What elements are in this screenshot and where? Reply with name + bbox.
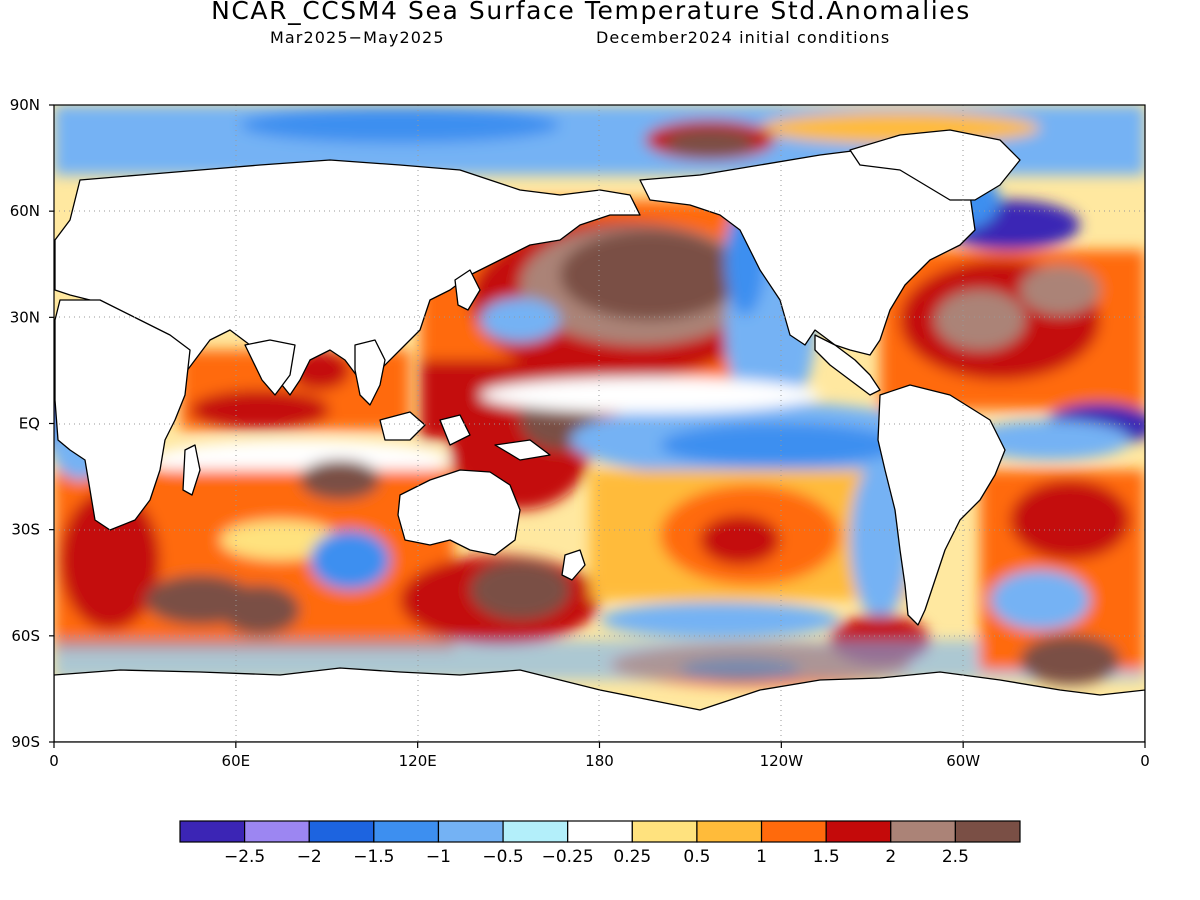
colorbar-swatch [890,820,956,843]
colorbar-label: 2 [885,847,896,867]
colorbar-label: −2.5 [224,847,265,867]
lat-tick-label: 90S [11,733,40,751]
map-title: NCAR_CCSM4 Sea Surface Temperature Std.A… [211,0,971,25]
colorbar-label: 2.5 [942,847,969,867]
colorbar-label: −1.5 [353,847,394,867]
colorbar-label: 0.25 [613,847,651,867]
lon-tick-label: 120W [760,752,804,770]
lon-tick-label: 0 [1140,752,1150,770]
lat-tick-label: 30N [10,308,40,326]
colorbar-swatch [825,820,892,843]
land-masses [54,129,1145,742]
lat-tick-label: EQ [19,415,40,433]
lat-tick-label: 30S [11,521,40,539]
colorbar [179,820,1021,843]
colorbar-swatch [954,820,1021,843]
lat-tick-label: 60N [10,202,40,220]
lon-tick-label: 0 [49,752,59,770]
colorbar-swatch [760,820,827,843]
forecast-period: Mar2025−May2025 [270,28,445,47]
lon-tick-label: 120E [399,752,437,770]
initial-conditions: December2024 initial conditions [596,28,891,47]
colorbar-swatch [308,820,375,843]
colorbar-swatch [631,820,698,843]
colorbar-label: −2 [297,847,322,867]
colorbar-labels: −2.5 −2 −1.5 −1 −0.5 −0.25 0.25 0.5 1 1.5 2 2.5 [224,847,969,867]
colorbar-label: −0.5 [482,847,523,867]
colorbar-label: 1 [756,847,767,867]
colorbar-swatch [502,820,569,843]
colorbar-swatch [437,820,504,843]
anomaly-field [54,105,1145,742]
graticule [54,105,1145,742]
colorbar-swatch [373,820,440,843]
lon-tick-label: 60W [946,752,980,770]
lon-tick-label: 60E [222,752,251,770]
colorbar-swatch [179,820,246,843]
colorbar-swatch [567,820,633,843]
longitude-axis: 0 60E 120E 180 120W 60W 0 [49,742,1150,770]
lon-tick-label: 180 [585,752,614,770]
colorbar-swatch [696,820,763,843]
latitude-axis: 90N 60N 30N EQ 30S 60S 90S [10,96,54,751]
colorbar-label: 0.5 [683,847,710,867]
colorbar-label: −0.25 [542,847,594,867]
lat-tick-label: 60S [11,627,40,645]
lat-tick-label: 90N [10,96,40,114]
colorbar-label: −1 [426,847,451,867]
colorbar-label: 1.5 [813,847,840,867]
colorbar-swatch [244,820,310,843]
